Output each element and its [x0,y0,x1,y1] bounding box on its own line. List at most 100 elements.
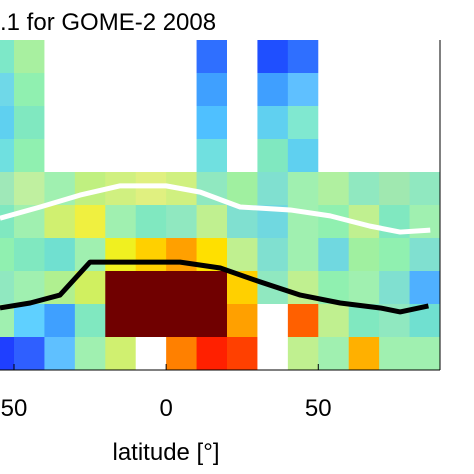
heatmap-cell [196,337,228,370]
heatmap-cell [44,238,76,272]
heatmap-cell [196,205,228,239]
heatmap-cell [226,139,258,173]
x-axis-label: latitude [°] [113,439,220,466]
heatmap-cell [74,139,106,173]
heatmap-cell [135,106,167,140]
heatmap-cell [379,106,411,140]
x-tick-label: 50 [305,395,332,422]
heatmap-cell [257,337,289,370]
heatmap-cell [318,139,350,173]
heatmap-cell [409,271,440,305]
heatmap-cell [226,238,258,272]
heatmap-cell [135,73,167,107]
heatmap-cell [135,337,167,370]
heatmap-cell [226,73,258,107]
heatmap-cell [348,238,380,272]
heatmap-cell [135,139,167,173]
heatmap-cell [44,304,76,338]
heatmap-cell [44,139,76,173]
heatmap-cell [74,205,106,239]
heatmap-cell [13,40,45,74]
heatmap-cell [13,106,45,140]
heatmap-cell [287,73,319,107]
heatmap-cell [0,40,15,74]
heatmap-cell [0,73,15,107]
heatmap-cell [409,337,440,370]
heatmap-cell [135,238,167,272]
heatmap-cell [74,304,106,338]
heatmap-cell [348,40,380,74]
heatmap-cell [348,337,380,370]
heatmap-cell [257,238,289,272]
heatmap-cell [379,238,411,272]
x-tick-label: 0 [159,395,172,422]
heatmap-cell [13,304,45,338]
heatmap-cell [196,304,228,338]
heatmap-cell [13,337,45,370]
heatmap-cell [74,106,106,140]
lines [0,183,431,315]
heatmap-cell [105,304,137,338]
heatmap-cell [348,172,380,206]
heatmap-cell [166,337,198,370]
heatmap-cell [409,139,440,173]
axes: 50 0 50 [0,40,441,422]
line-series [0,259,429,315]
heatmap-cell [135,40,167,74]
heatmap-cell [105,73,137,107]
heatmap-cell [0,106,15,140]
heatmap-cell [379,271,411,305]
heatmap-cell [105,106,137,140]
heatmap-cell [166,139,198,173]
heatmap-cell [166,40,198,74]
heatmap-cell [44,205,76,239]
heatmap-cell [348,106,380,140]
heatmap-cell [196,139,228,173]
heatmap-cell [13,238,45,272]
heatmap-cell [348,139,380,173]
heatmap-cell [44,106,76,140]
heatmap-cell [379,337,411,370]
heatmap-cell [409,106,440,140]
heatmap-cell [44,40,76,74]
heatmap-cell [13,139,45,173]
heatmap-cell [257,139,289,173]
heatmap-cell [318,238,350,272]
x-tick-label: 50 [1,395,28,422]
heatmap-cell [348,271,380,305]
heatmap-cell [0,205,15,239]
heatmap-cell [409,172,440,206]
heatmap-cell [379,73,411,107]
chart-title: .1 for GOME-2 2008 [0,9,216,36]
heatmap-cell [74,73,106,107]
heatmap-cell [287,139,319,173]
heatmap-cell [196,73,228,107]
heatmap-cell [226,337,258,370]
heatmap-cell [226,304,258,338]
heatmap-cell [287,337,319,370]
heatmap-cell [226,205,258,239]
heatmap-cell [257,40,289,74]
heatmap-cell [379,40,411,74]
heatmap-cell [257,73,289,107]
heatmap-cell [287,238,319,272]
heatmap-cell [74,337,106,370]
heatmap-cell [105,40,137,74]
heatmap-cell [166,205,198,239]
heatmap-cell [287,304,319,338]
heatmap-cell [257,304,289,338]
heatmap-cell [226,40,258,74]
heatmap [0,40,440,370]
heatmap-cell [105,238,137,272]
heatmap-cell [166,304,198,338]
heatmap-cell [74,40,106,74]
heatmap-cell [318,172,350,206]
heatmap-cell [0,139,15,173]
heatmap-cell [196,271,228,305]
heatmap-cell [226,106,258,140]
heatmap-cell [166,238,198,272]
heatmap-cell [318,304,350,338]
heatmap-cell [135,205,167,239]
